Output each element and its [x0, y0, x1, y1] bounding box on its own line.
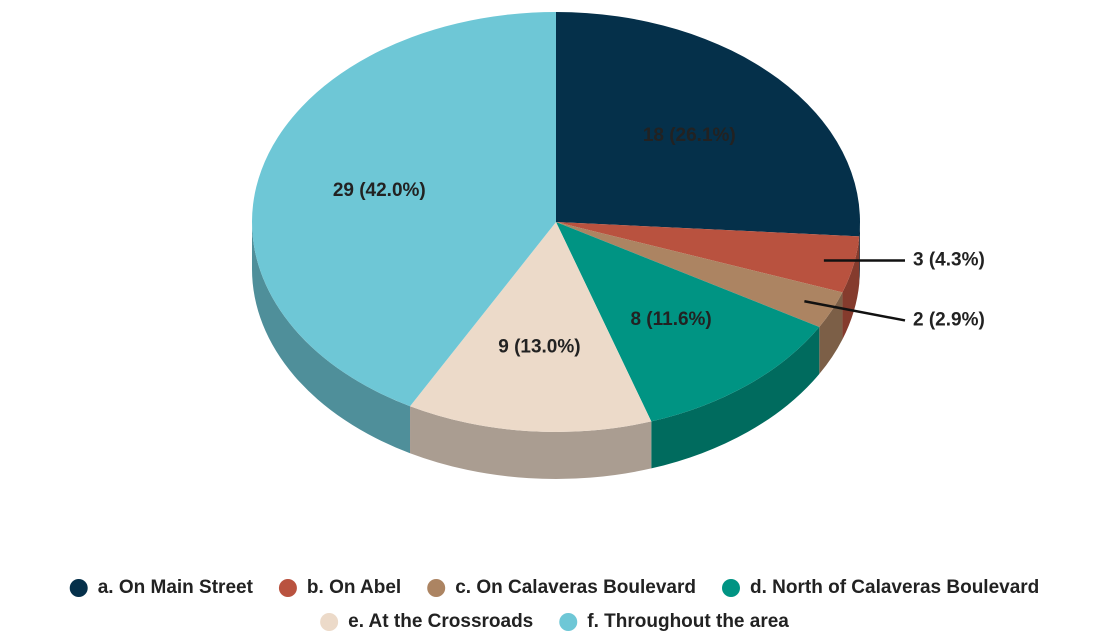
data-label: 3 (4.3%)	[913, 249, 985, 270]
legend-label: d. North of Calaveras Boulevard	[750, 577, 1039, 598]
legend-label: e. At the Crossroads	[348, 611, 533, 632]
leader-line	[804, 299, 906, 322]
legend-row: a. On Main Street b. On Abel c. On Calaver…	[69, 577, 1039, 598]
data-label: 8 (11.6%)	[630, 309, 711, 330]
slice	[251, 12, 557, 407]
slice	[556, 222, 843, 327]
data-label: 2 (2.9%)	[913, 309, 985, 330]
legend-swatch	[721, 579, 740, 597]
legend-row: e. At the Crossroads f. Throughout the ar…	[320, 611, 789, 632]
legend-swatch	[278, 579, 297, 597]
slice-side	[651, 327, 820, 469]
legend-label: b. On Abel	[307, 577, 401, 598]
slice	[556, 12, 861, 237]
data-label: 18 (26.1%)	[643, 125, 736, 146]
slice-side	[410, 406, 652, 480]
legend-swatch	[427, 579, 446, 597]
slice	[556, 222, 860, 293]
data-label: 9 (13.0%)	[498, 336, 580, 357]
legend-swatch	[559, 613, 578, 631]
slice	[556, 222, 820, 422]
legend-label: c. On Calaveras Boulevard	[455, 577, 696, 598]
slice	[410, 222, 652, 432]
slice-side	[819, 292, 843, 374]
slice-side	[859, 222, 860, 284]
slice-side	[251, 222, 411, 454]
data-label: 29 (42.0%)	[333, 180, 426, 201]
legend-label: f. Throughout the area	[587, 611, 789, 632]
slice-side	[842, 236, 860, 340]
legend-swatch	[69, 579, 88, 597]
legend-swatch	[320, 613, 339, 631]
legend-label: a. On Main Street	[98, 577, 254, 598]
